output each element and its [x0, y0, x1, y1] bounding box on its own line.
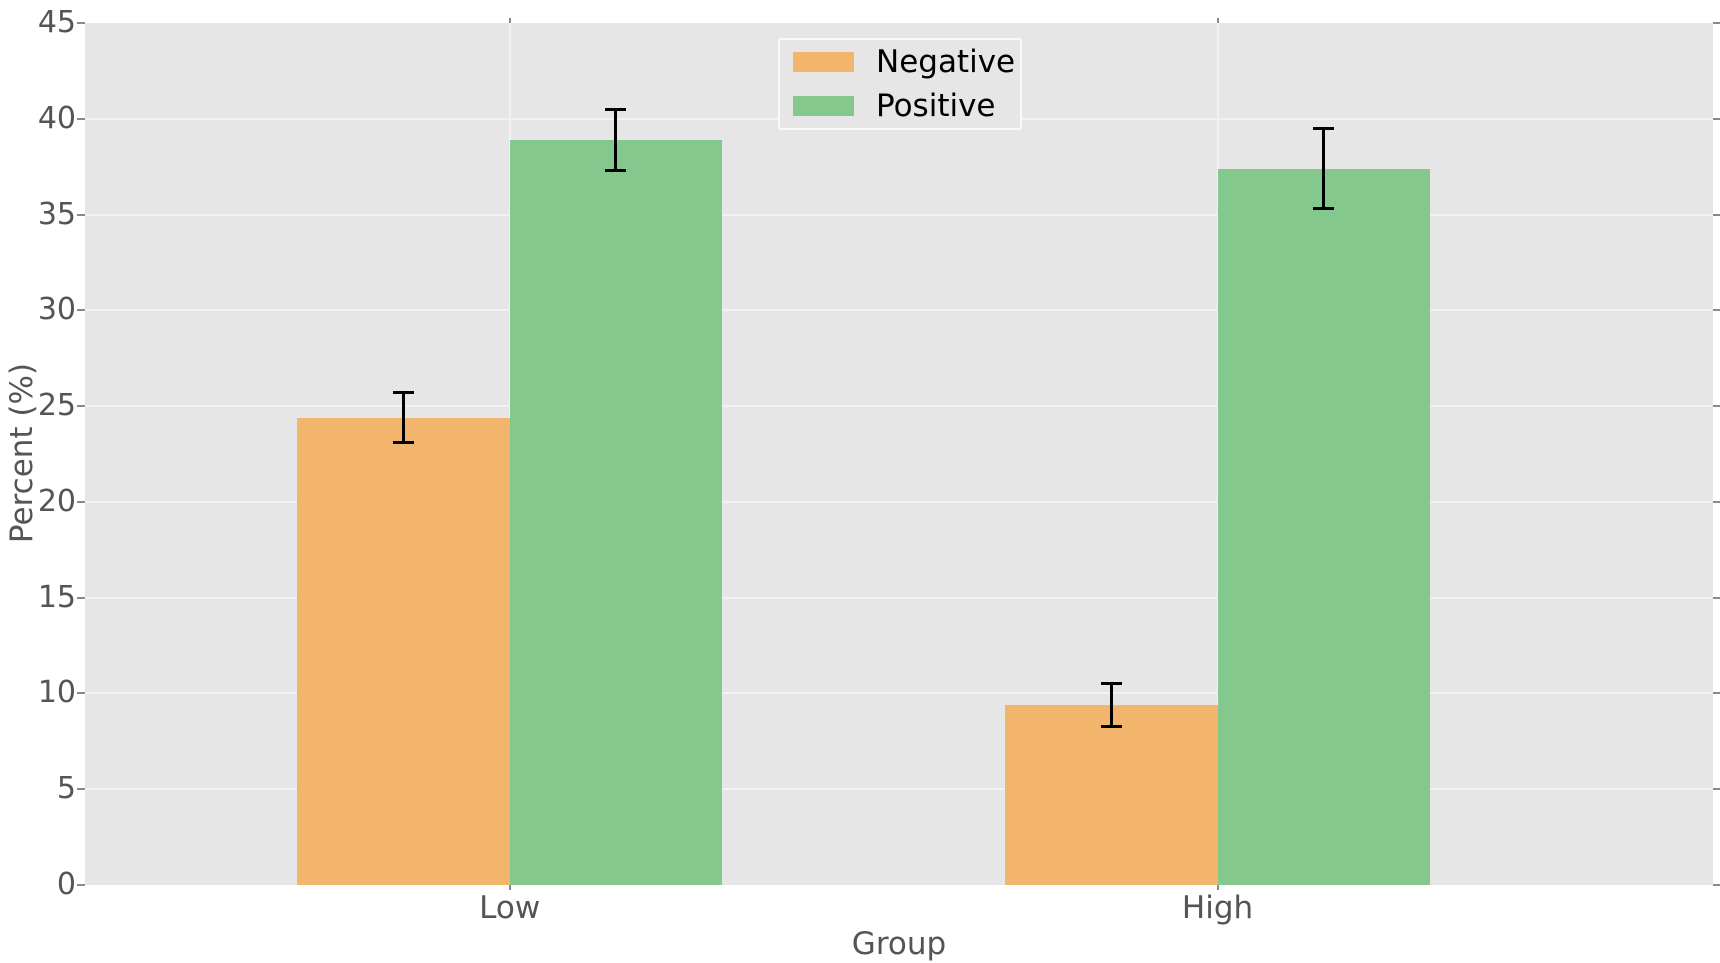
errorbar-positive-high-line: [1322, 128, 1326, 209]
x-tick-label-low: Low: [479, 890, 541, 926]
y-tick-left-45: [77, 22, 85, 24]
y-tick-right-20: [1713, 500, 1720, 503]
y-tick-label-25: 25: [37, 388, 76, 424]
plot-area: [85, 23, 1713, 885]
y-tick-right-40: [1713, 117, 1720, 120]
x-tick-bottom-low: [508, 885, 511, 890]
x-tick-bottom-high: [1216, 885, 1219, 890]
y-tick-label-45: 45: [37, 5, 76, 40]
legend-item-negative: Negative: [793, 42, 1020, 82]
errorbar-positive-high-cap-bottom: [1313, 207, 1335, 211]
gridline-y-30: [85, 309, 1713, 312]
gridline-y-20: [85, 500, 1713, 503]
gridline-y-15: [85, 596, 1713, 599]
legend-swatch-negative: [793, 52, 854, 72]
errorbar-positive-low-cap-bottom: [605, 168, 627, 172]
y-tick-left-40: [77, 117, 85, 120]
y-tick-label-0: 0: [56, 867, 76, 902]
legend-swatch-positive: [793, 96, 854, 116]
errorbar-positive-low-cap-top: [605, 107, 627, 111]
errorbar-negative-high-line: [1109, 683, 1113, 726]
errorbar-positive-high-cap-top: [1313, 126, 1335, 130]
x-axis-label: Group: [851, 926, 947, 962]
y-tick-right-0: [1713, 884, 1720, 886]
bar-negative-low: [297, 417, 510, 885]
legend-label-positive: Positive: [876, 88, 996, 124]
y-tick-left-0: [77, 884, 85, 886]
errorbar-positive-low-line: [614, 109, 618, 171]
y-tick-left-20: [77, 500, 85, 503]
x-tick-label-high: High: [1181, 890, 1254, 926]
x-tick-top-low: [508, 18, 511, 23]
y-tick-right-45: [1713, 22, 1720, 24]
y-tick-label-10: 10: [37, 675, 76, 711]
y-tick-left-10: [77, 692, 85, 695]
bar-negative-high: [1005, 704, 1218, 885]
gridline-y-25: [85, 405, 1713, 408]
x-tick-top-high: [1216, 18, 1219, 23]
bar-positive-low: [509, 139, 723, 885]
y-tick-left-30: [77, 309, 85, 312]
gridline-y-35: [85, 213, 1713, 216]
legend-label-negative: Negative: [876, 44, 1016, 80]
gridline-y-5: [85, 788, 1713, 791]
errorbar-negative-low-cap-bottom: [393, 441, 415, 444]
y-tick-label-30: 30: [37, 292, 76, 328]
errorbar-negative-low-cap-top: [393, 391, 415, 395]
errorbar-negative-high-cap-top: [1100, 682, 1122, 686]
y-tick-label-15: 15: [37, 579, 76, 615]
legend-item-positive: Positive: [793, 86, 1020, 126]
y-tick-right-25: [1713, 405, 1720, 408]
y-tick-right-5: [1713, 788, 1720, 791]
y-tick-right-10: [1713, 692, 1720, 695]
y-tick-label-20: 20: [37, 483, 76, 519]
bar-positive-high: [1217, 168, 1430, 885]
y-tick-right-35: [1713, 213, 1720, 216]
y-tick-left-35: [77, 213, 85, 216]
errorbar-negative-low-line: [402, 392, 406, 443]
y-tick-label-5: 5: [56, 771, 76, 807]
y-tick-left-5: [77, 788, 85, 791]
errorbar-negative-high-cap-bottom: [1100, 724, 1122, 728]
y-tick-label-35: 35: [37, 196, 76, 232]
gridline-y-10: [85, 692, 1713, 695]
y-tick-left-15: [77, 596, 85, 599]
legend: Negative Positive: [778, 38, 1022, 130]
y-tick-right-30: [1713, 309, 1720, 312]
y-tick-left-25: [77, 405, 85, 408]
y-tick-label-40: 40: [37, 100, 76, 136]
y-tick-right-15: [1713, 596, 1720, 599]
